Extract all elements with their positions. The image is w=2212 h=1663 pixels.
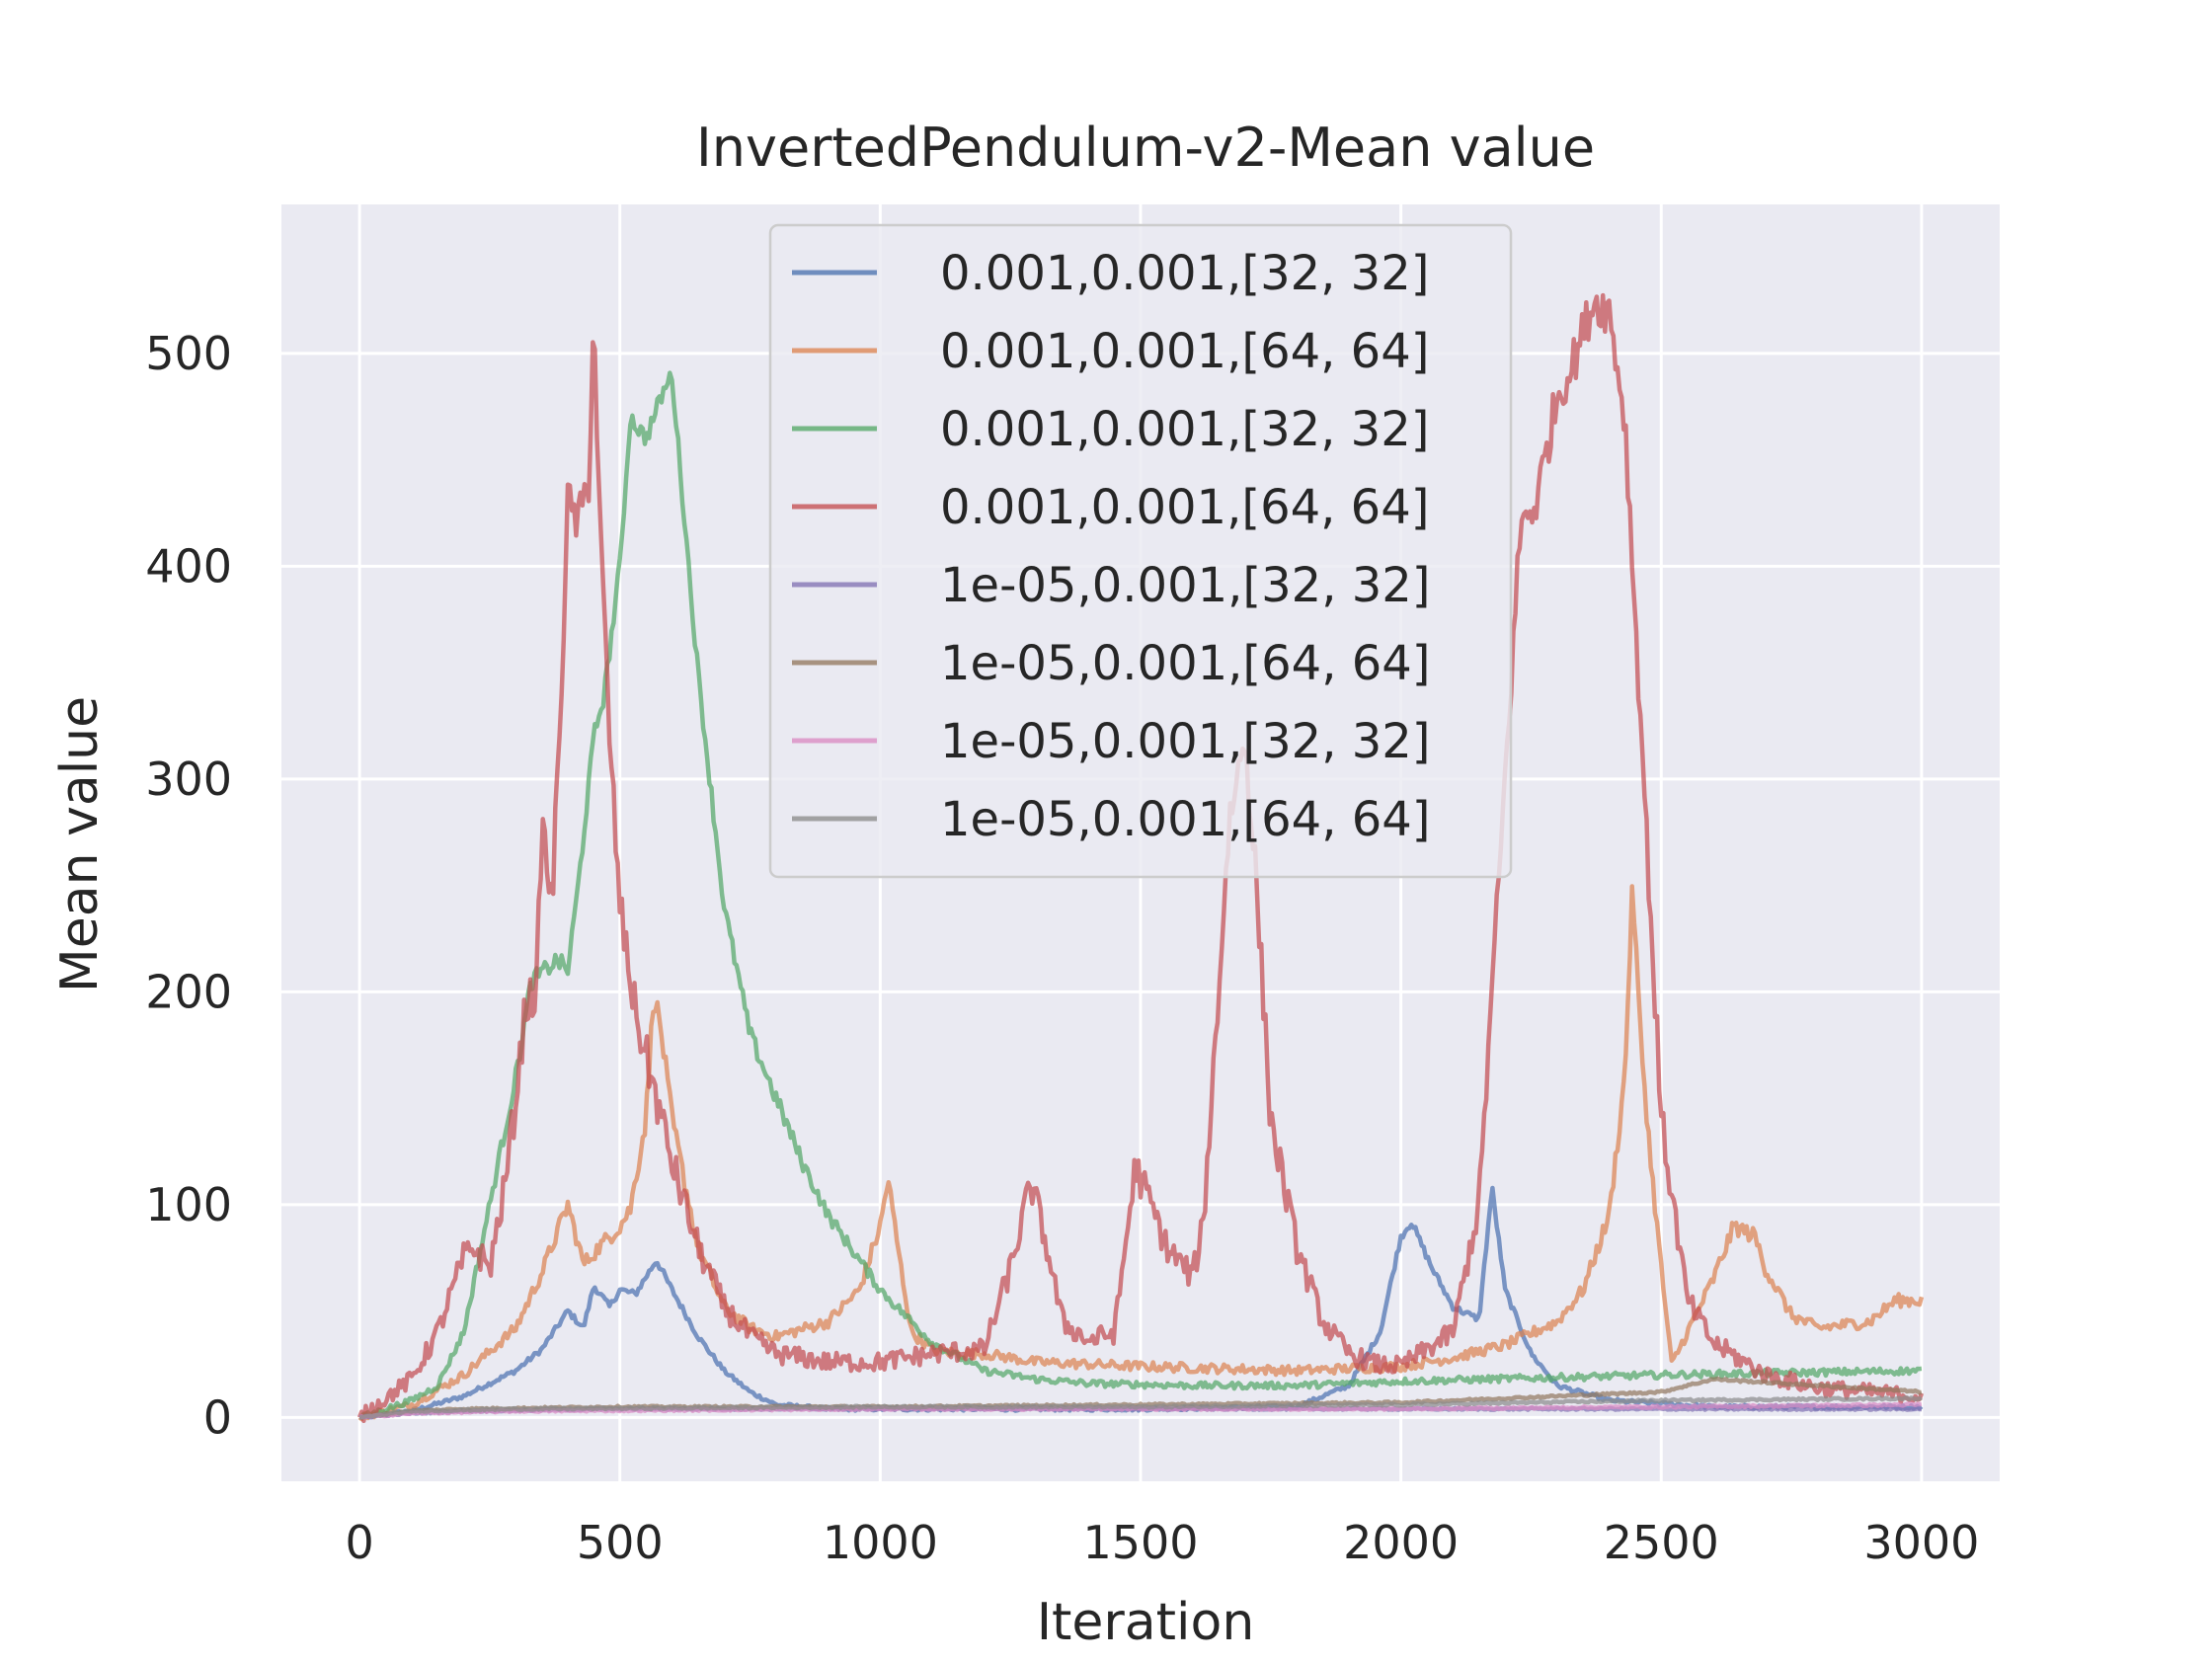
x-tick-label: 3000 xyxy=(1863,1516,1979,1569)
y-tick-labels: 0 100 200 300 400 500 xyxy=(145,327,232,1444)
x-tick-label: 500 xyxy=(577,1516,664,1569)
series-lines xyxy=(356,292,1925,1424)
y-tick-label: 100 xyxy=(145,1178,232,1231)
legend-label: 0.001,0.001,[64, 64] xyxy=(940,324,1429,379)
x-tick-label: 2000 xyxy=(1343,1516,1459,1569)
series-line xyxy=(356,292,1925,1424)
x-tick-label: 2500 xyxy=(1604,1516,1719,1569)
legend-box xyxy=(768,223,1513,879)
legend: 0.001,0.001,[32, 32] 0.001,0.001,[64, 64]… xyxy=(768,223,1513,879)
x-axis-label: Iteration xyxy=(1037,1593,1255,1652)
legend-label: 1e-05,0.001,[64, 64] xyxy=(940,792,1431,847)
x-tick-labels: 0 500 1000 1500 2000 2500 3000 xyxy=(345,1516,1979,1569)
legend-label: 1e-05,0.001,[32, 32] xyxy=(940,714,1431,769)
legend-label: 1e-05,0.001,[32, 32] xyxy=(940,558,1431,613)
y-tick-label: 200 xyxy=(145,965,232,1018)
x-tick-label: 1500 xyxy=(1082,1516,1198,1569)
x-tick-label: 0 xyxy=(345,1516,373,1569)
y-tick-label: 0 xyxy=(203,1390,232,1444)
legend-label: 1e-05,0.001,[64, 64] xyxy=(940,636,1431,691)
y-tick-label: 300 xyxy=(145,752,232,806)
series-line xyxy=(358,370,1923,1420)
legend-label: 0.001,0.001,[32, 32] xyxy=(940,402,1429,457)
legend-label: 0.001,0.001,[64, 64] xyxy=(940,480,1429,535)
legend-label: 0.001,0.001,[32, 32] xyxy=(940,246,1429,301)
series-line xyxy=(357,884,1925,1422)
y-axis-label: Mean value xyxy=(50,696,110,992)
chart-title: InvertedPendulum-v2-Mean value xyxy=(696,117,1595,179)
series-line xyxy=(358,1395,1924,1420)
x-tick-label: 1000 xyxy=(823,1516,938,1569)
y-tick-label: 400 xyxy=(145,539,232,593)
y-tick-label: 500 xyxy=(145,327,232,380)
